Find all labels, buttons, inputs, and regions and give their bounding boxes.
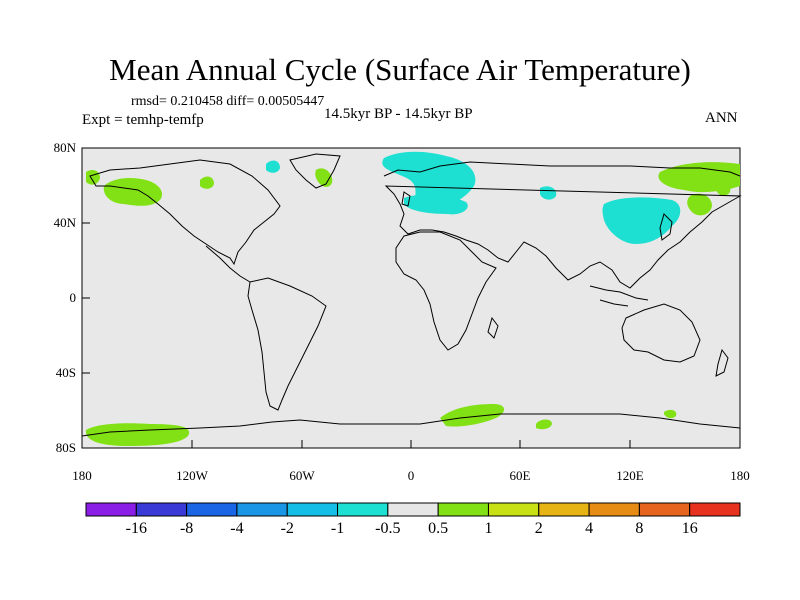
greenland-east-patch bbox=[315, 168, 333, 187]
antarctic-pacific-patch bbox=[85, 423, 190, 446]
colorbar-label: -2 bbox=[281, 520, 294, 537]
y-tick-label: 80S bbox=[56, 440, 76, 455]
arctic-canada-patch bbox=[200, 176, 214, 189]
colorbar-box bbox=[538, 502, 590, 517]
colorbar-box bbox=[387, 502, 439, 517]
y-tick-label: 0 bbox=[70, 290, 77, 305]
colorbar-box bbox=[337, 502, 389, 517]
north-pacific-patch bbox=[716, 180, 731, 196]
greenland-west-patch bbox=[266, 160, 280, 173]
alaska-patch bbox=[103, 178, 163, 206]
south-america-coast bbox=[247, 277, 327, 411]
europe-patch bbox=[404, 194, 468, 215]
x-tick-label: 120W bbox=[176, 468, 209, 483]
colorbar-label: 16 bbox=[682, 520, 698, 537]
y-tick-label: 40N bbox=[54, 215, 77, 230]
colorbar-label: 2 bbox=[535, 520, 543, 537]
british-isles-coast bbox=[401, 191, 411, 207]
y-tick-label: 40S bbox=[56, 365, 76, 380]
x-tick-label: 180 bbox=[730, 468, 750, 483]
new-zealand-coast bbox=[715, 348, 729, 377]
madagascar-coast bbox=[487, 316, 499, 339]
greenland-coast bbox=[289, 153, 341, 189]
australia-coast bbox=[621, 303, 701, 363]
experiment-label: Expt = temhp-temfp bbox=[82, 112, 204, 128]
season-label: ANN bbox=[705, 110, 738, 126]
colorbar-label: -1 bbox=[331, 520, 344, 537]
axis-ticks bbox=[81, 147, 741, 449]
colorbar-label: 8 bbox=[635, 520, 643, 537]
central-america-coast bbox=[205, 245, 251, 283]
y-tick-label: 80N bbox=[54, 140, 77, 155]
colorbar-label: 1 bbox=[484, 520, 492, 537]
colorbar-box bbox=[286, 502, 339, 517]
x-tick-label: 60W bbox=[289, 468, 315, 483]
antarctic-small-patch-1 bbox=[536, 419, 552, 430]
central-asia-patch bbox=[540, 186, 557, 200]
colorbar-label: -8 bbox=[180, 520, 193, 537]
x-tick-label: 120E bbox=[616, 468, 644, 483]
colorbar-box bbox=[638, 502, 691, 517]
colorbar-label: -16 bbox=[126, 520, 147, 537]
colorbar-box bbox=[85, 502, 137, 517]
colorbar-label: -0.5 bbox=[375, 520, 400, 537]
colorbar: -16 -8 -4 -2 -1 -0.5 0.5 1 2 4 8 16 bbox=[85, 502, 741, 537]
indonesia-coast bbox=[589, 285, 649, 307]
colorbar-label: 0.5 bbox=[428, 520, 448, 537]
stats-text: rmsd= 0.210458 diff= 0.00505447 bbox=[131, 94, 325, 109]
siberia-patch bbox=[687, 193, 712, 216]
positive-anomaly-patches bbox=[85, 162, 740, 446]
north-america-coast bbox=[89, 159, 281, 266]
colorbar-box bbox=[186, 502, 238, 517]
page-title: Mean Annual Cycle (Surface Air Temperatu… bbox=[109, 52, 691, 87]
colorbar-box bbox=[437, 502, 489, 517]
colorbar-label: -4 bbox=[230, 520, 243, 537]
antarctic-small-patch-2 bbox=[664, 409, 677, 419]
period-label: 14.5kyr BP - 14.5kyr BP bbox=[324, 106, 473, 122]
colorbar-box bbox=[135, 502, 188, 517]
colorbar-label: 4 bbox=[585, 520, 593, 537]
antarctica-coast bbox=[81, 413, 741, 437]
x-tick-label: 0 bbox=[408, 468, 415, 483]
x-axis-labels: 180 120W 60W 0 60E 120E 180 bbox=[72, 468, 750, 483]
colorbar-box bbox=[236, 502, 288, 517]
colorbar-box bbox=[689, 502, 741, 517]
japan-coast bbox=[659, 213, 673, 241]
eurasia-coast bbox=[383, 161, 742, 289]
colorbar-box bbox=[588, 502, 640, 517]
africa-coast bbox=[395, 231, 497, 351]
x-tick-label: 180 bbox=[72, 468, 92, 483]
antarctic-atlantic-patch bbox=[440, 404, 505, 427]
colorbar-box bbox=[487, 502, 540, 517]
y-axis-labels: 80N 40N 0 40S 80S bbox=[54, 140, 77, 455]
coastlines bbox=[81, 153, 742, 437]
x-tick-label: 60E bbox=[510, 468, 531, 483]
